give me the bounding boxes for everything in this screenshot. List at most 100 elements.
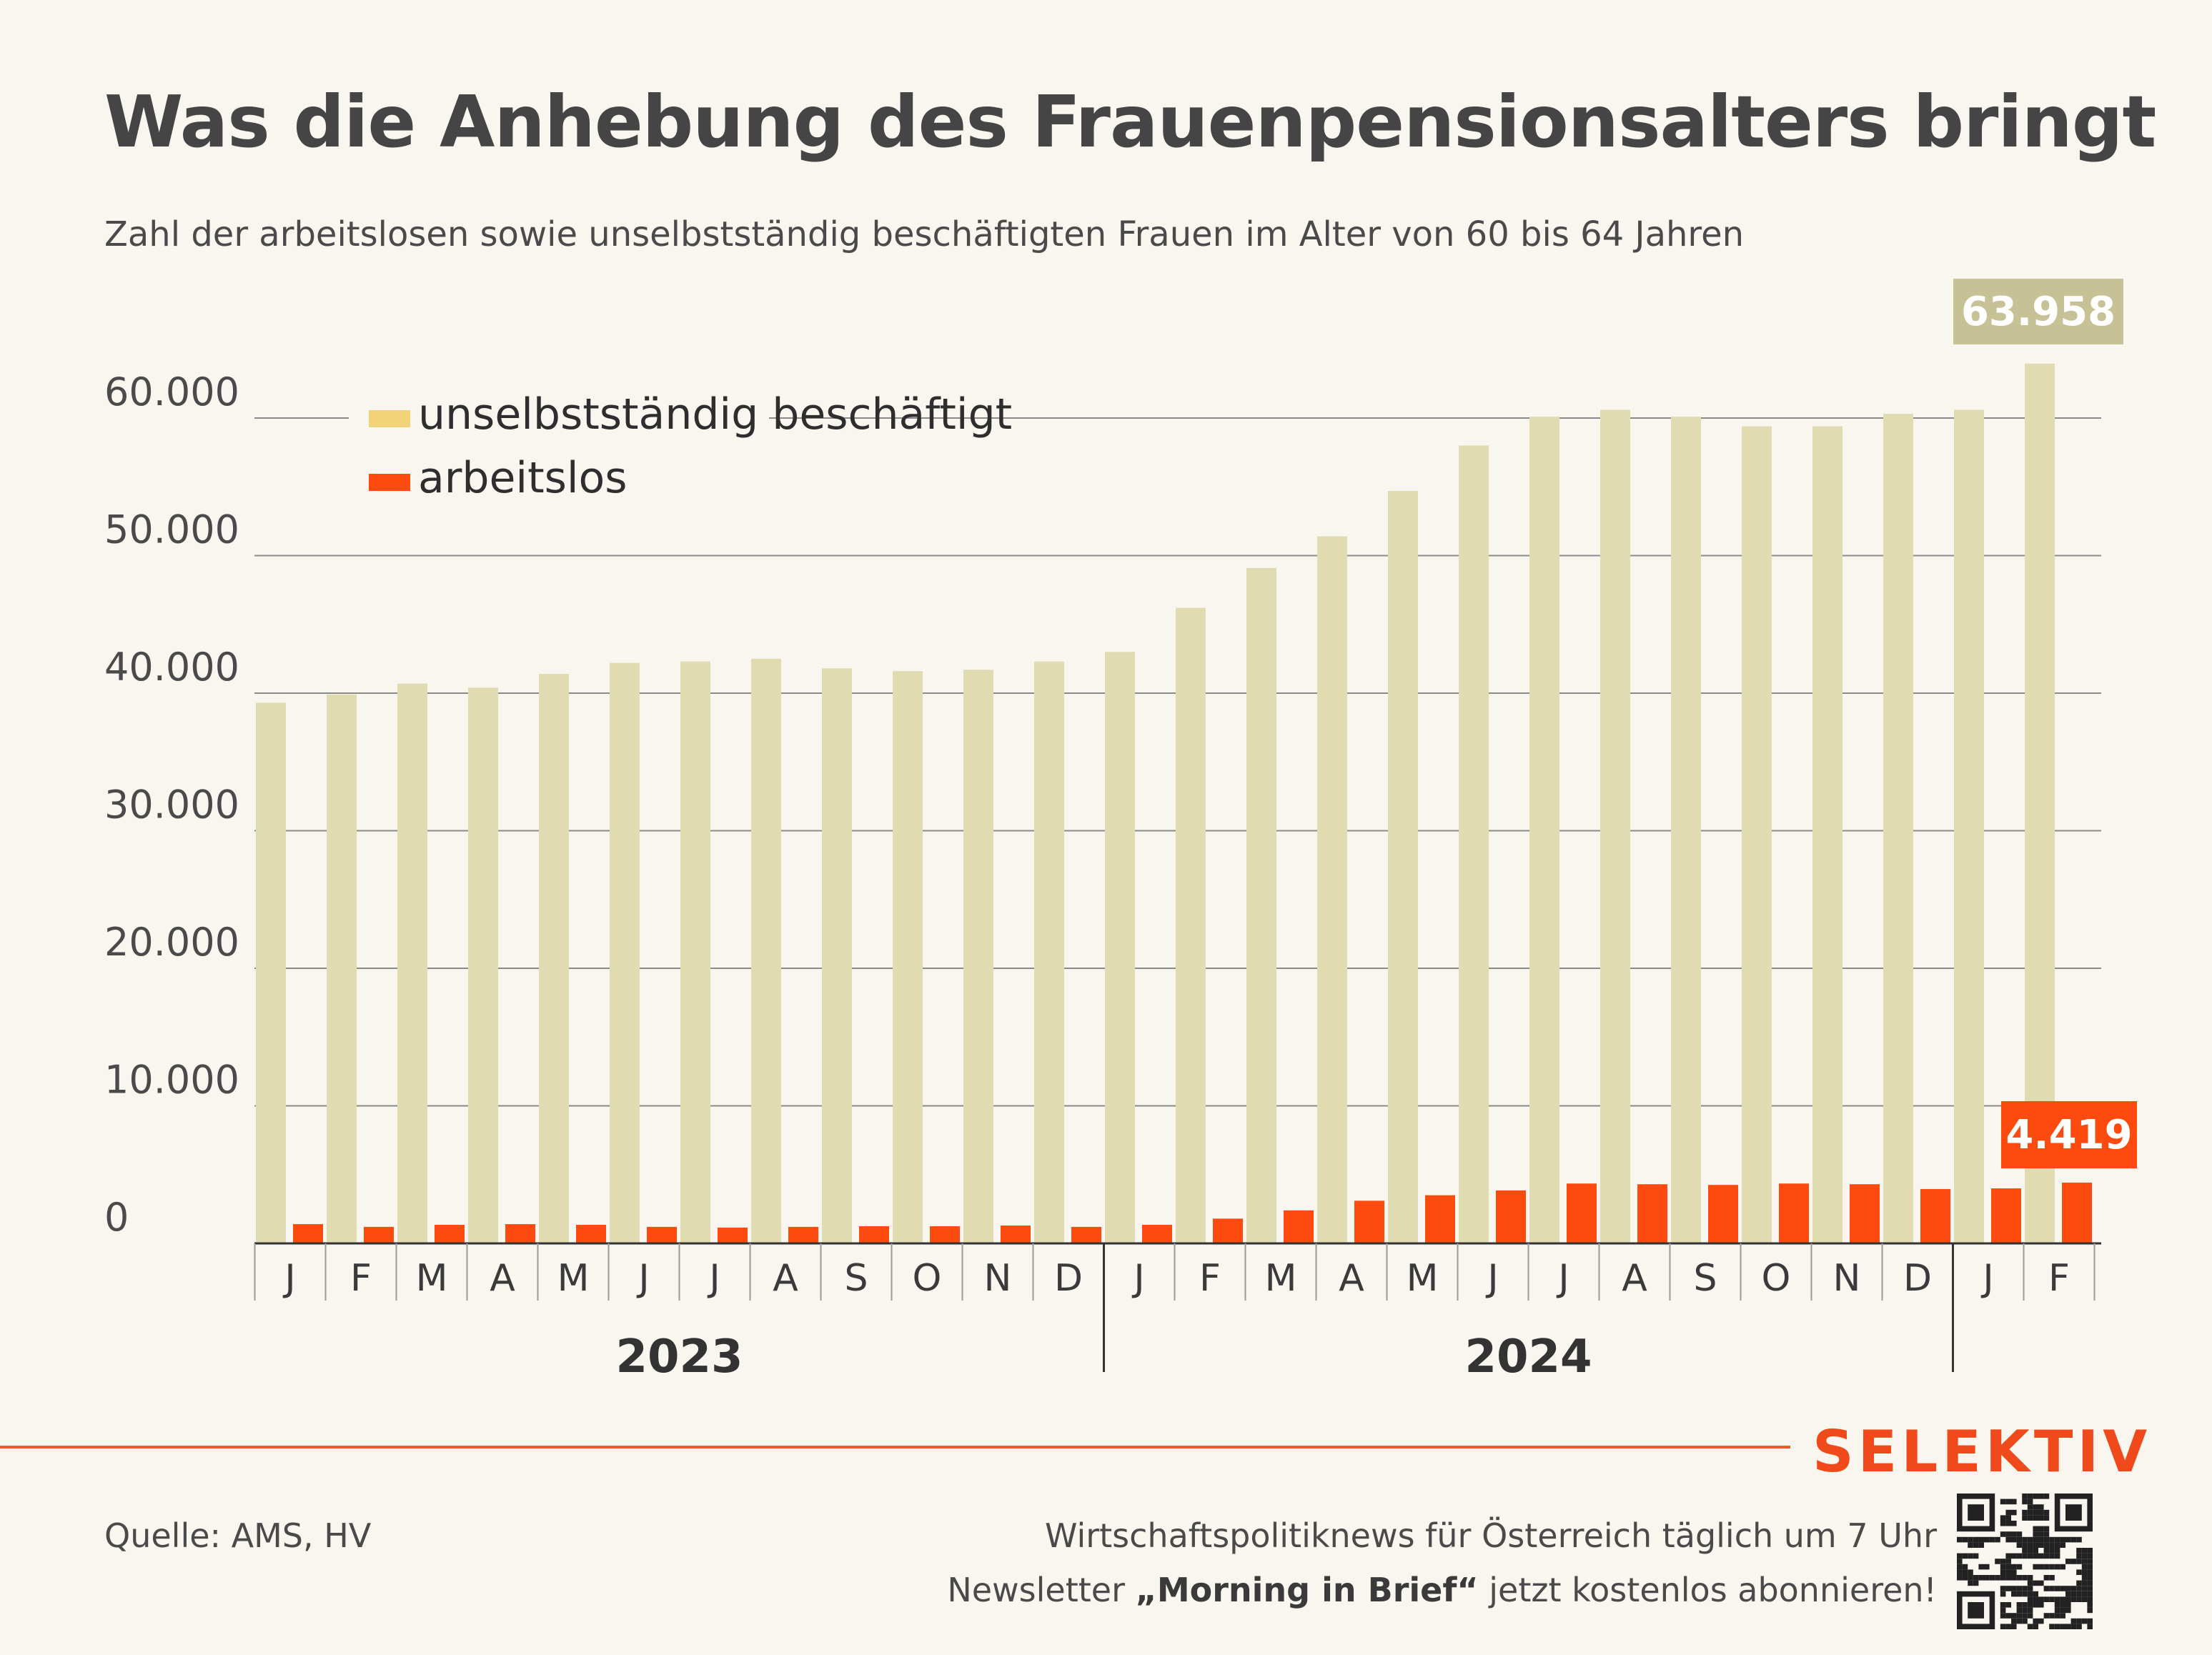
x-tick-label: F: [2048, 1257, 2070, 1300]
bar-employed: [1954, 409, 1984, 1244]
x-tick-label: S: [1693, 1257, 1717, 1300]
x-tick-label: J: [1980, 1257, 1993, 1300]
qr-code-icon[interactable]: [1957, 1494, 2093, 1629]
bar-employed: [2025, 363, 2055, 1244]
bar-unemployed: [1567, 1183, 1597, 1243]
x-tick-label: M: [1407, 1257, 1439, 1300]
bar-employed: [751, 658, 781, 1243]
bar-unemployed: [1920, 1188, 1950, 1243]
bar-unemployed: [1142, 1225, 1172, 1243]
highlight-labels: 63.958 4.419: [1953, 279, 2137, 1168]
x-tick-label: O: [1762, 1257, 1791, 1300]
bar-unemployed: [930, 1226, 960, 1243]
bar-employed: [468, 687, 498, 1243]
bar-employed: [1105, 652, 1135, 1243]
bar-unemployed: [1779, 1183, 1809, 1243]
y-tick-label: 30.000: [104, 782, 239, 828]
value-label-employed: 63.958: [1961, 289, 2116, 335]
bar-employed: [822, 668, 852, 1243]
bar-chart: 0 10.000 20.000 30.000 40.000 50.000 60.000 J F…: [104, 279, 2137, 1383]
bar-unemployed: [1991, 1188, 2021, 1243]
x-tick-label: A: [1339, 1257, 1364, 1300]
legend-swatch-unemployed: [369, 474, 410, 491]
legend-swatch-employed: [369, 410, 410, 427]
bar-employed: [1883, 414, 1913, 1243]
bar-employed: [327, 694, 357, 1243]
bar-unemployed: [505, 1224, 535, 1243]
brand-logo: SELEKTIV: [1812, 1418, 2152, 1485]
bar-unemployed: [1213, 1218, 1243, 1243]
bar-employed: [397, 683, 427, 1243]
y-axis-ticks: 0 10.000 20.000 30.000 40.000 50.000 60.000: [104, 369, 239, 1240]
x-tick-label: J: [636, 1257, 649, 1300]
source-note: Quelle: AMS, HV: [104, 1516, 372, 1555]
promo-line-2[interactable]: Newsletter „Morning in Brief“ jetzt kost…: [947, 1571, 1937, 1609]
year-label: 2024: [1464, 1331, 1592, 1383]
x-tick-label: M: [1265, 1257, 1297, 1300]
x-tick-label: J: [282, 1257, 295, 1300]
newsletter-name[interactable]: „Morning in Brief“: [1135, 1571, 1479, 1609]
bar-employed: [1600, 409, 1630, 1244]
bar-unemployed: [1637, 1184, 1667, 1243]
promo-line-2-pre: Newsletter: [947, 1571, 1136, 1609]
bar-employed: [1459, 445, 1489, 1243]
bar-unemployed: [364, 1226, 394, 1243]
bar-unemployed: [647, 1226, 677, 1243]
bar-unemployed: [859, 1226, 889, 1243]
bar-employed: [963, 670, 993, 1243]
bar-employed: [610, 662, 640, 1243]
bar-unemployed: [293, 1224, 323, 1243]
y-tick-label: 40.000: [104, 645, 239, 690]
x-tick-label: A: [1622, 1257, 1647, 1300]
y-tick-label: 60.000: [104, 369, 239, 414]
bar-employed: [893, 671, 923, 1243]
chart-subtitle: Zahl der arbeitslosen sowie unselbststän…: [104, 214, 1745, 254]
y-tick-label: 50.000: [104, 507, 239, 552]
brand-divider-line: [0, 1446, 1790, 1448]
bar-unemployed: [2062, 1182, 2092, 1243]
x-tick-label: S: [844, 1257, 868, 1300]
legend-label-employed: unselbstständig beschäftigt: [418, 389, 1012, 439]
bar-employed: [539, 674, 569, 1243]
chart-title: Was die Anhebung des Frauenpensionsalter…: [104, 80, 2156, 164]
x-tick-label: A: [490, 1257, 515, 1300]
x-tick-label: N: [1833, 1257, 1861, 1300]
x-tick-label: F: [350, 1257, 372, 1300]
x-tick-label: J: [707, 1257, 720, 1300]
y-tick-label: 10.000: [104, 1058, 239, 1103]
value-label-employed-bg: [1953, 279, 2123, 344]
x-tick-label: J: [1485, 1257, 1498, 1300]
x-tick-label: F: [1199, 1257, 1221, 1300]
bar-unemployed: [1425, 1195, 1455, 1243]
bar-employed: [1529, 417, 1559, 1244]
bar-unemployed: [1708, 1185, 1738, 1243]
bar-employed: [1671, 417, 1701, 1244]
legend: unselbstständig beschäftigt arbeitslos: [349, 389, 1012, 527]
bar-unemployed: [788, 1226, 818, 1243]
x-tick-label: M: [557, 1257, 590, 1300]
x-tick-label: J: [1556, 1257, 1569, 1300]
bar-employed: [1742, 426, 1772, 1243]
x-tick-label: N: [984, 1257, 1012, 1300]
legend-background: [349, 392, 769, 527]
bars: [256, 363, 2092, 1244]
bar-unemployed: [435, 1225, 465, 1243]
legend-label-unemployed: arbeitslos: [418, 453, 628, 503]
y-tick-label: 0: [104, 1195, 129, 1240]
bar-employed: [680, 661, 710, 1243]
bar-employed: [1812, 426, 1842, 1243]
x-tick-label: O: [913, 1257, 942, 1300]
year-label: 2023: [615, 1331, 743, 1383]
x-tick-label: J: [1131, 1257, 1144, 1300]
bar-employed: [1034, 661, 1064, 1243]
bar-unemployed: [1354, 1201, 1384, 1243]
bar-unemployed: [1001, 1225, 1031, 1243]
promo-line-1: Wirtschaftspolitiknews für Österreich tä…: [1044, 1516, 1937, 1555]
x-tick-label: A: [773, 1257, 798, 1300]
bar-employed: [256, 702, 286, 1243]
bar-employed: [1176, 607, 1206, 1243]
promo-line-2-post: jetzt kostenlos abonnieren!: [1478, 1571, 1937, 1609]
bar-employed: [1246, 567, 1276, 1243]
bar-unemployed: [1284, 1210, 1314, 1243]
bar-unemployed: [1071, 1226, 1101, 1243]
